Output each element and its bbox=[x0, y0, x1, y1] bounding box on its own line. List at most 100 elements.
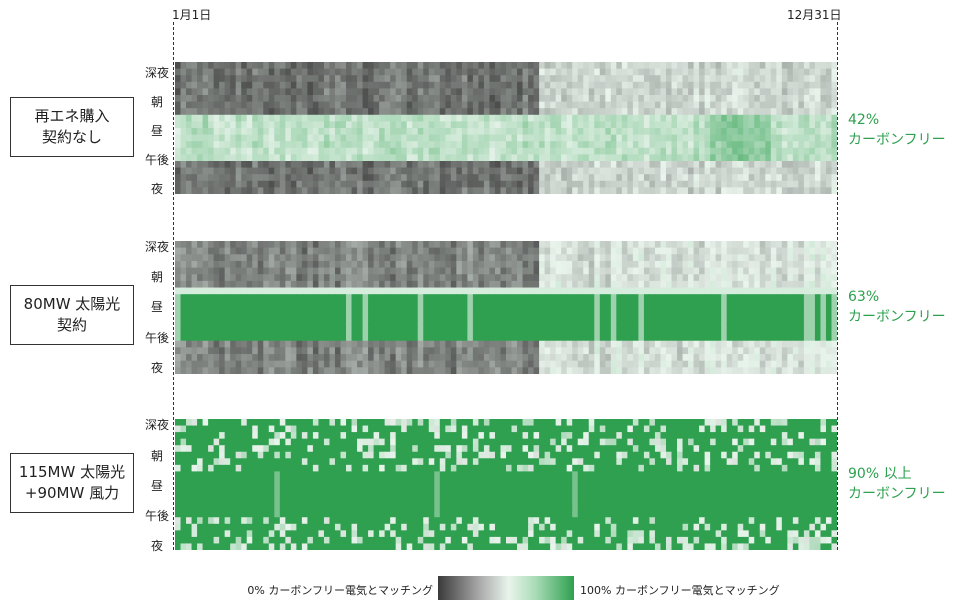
heatmap-cell bbox=[434, 141, 441, 149]
heatmap-cell bbox=[450, 260, 457, 269]
heatmap-cell bbox=[765, 147, 772, 155]
heatmap-cell bbox=[704, 267, 711, 275]
heatmap-cell bbox=[638, 300, 645, 309]
heatmap-cell bbox=[290, 314, 297, 322]
heatmap-cell bbox=[621, 314, 628, 322]
heatmap-cell bbox=[235, 287, 242, 295]
heatmap-cell bbox=[693, 314, 700, 322]
heatmap-cell bbox=[263, 128, 270, 136]
heatmap-cell bbox=[699, 161, 706, 169]
heatmap-cell bbox=[781, 419, 788, 427]
heatmap-cell bbox=[191, 254, 198, 262]
heatmap-cell bbox=[770, 287, 777, 295]
heatmap-cell bbox=[594, 347, 601, 355]
heatmap-cell bbox=[748, 187, 755, 194]
heatmap-cell bbox=[710, 180, 717, 188]
heatmap-cell bbox=[572, 68, 579, 76]
heatmap-cell bbox=[197, 307, 204, 315]
heatmap-cell bbox=[533, 307, 540, 315]
heatmap-cell bbox=[340, 167, 347, 175]
heatmap-cell bbox=[544, 340, 551, 348]
heatmap-cell bbox=[412, 307, 419, 315]
heatmap-cell bbox=[677, 121, 684, 129]
heatmap-cell bbox=[566, 114, 573, 122]
heatmap-cell bbox=[517, 354, 524, 362]
heatmap-cell bbox=[351, 425, 358, 433]
heatmap-cell bbox=[439, 88, 446, 96]
heatmap-cell bbox=[787, 327, 794, 335]
heatmap-cell bbox=[798, 121, 805, 129]
heatmap-cell bbox=[616, 128, 623, 136]
heatmap-cell bbox=[654, 260, 662, 269]
heatmap-cell bbox=[323, 180, 331, 188]
heatmap-cell bbox=[682, 274, 689, 282]
heatmap-cell bbox=[506, 147, 513, 155]
heatmap-cell bbox=[334, 75, 342, 83]
heatmap-cell bbox=[632, 247, 639, 255]
heatmap-cell bbox=[423, 307, 430, 315]
heatmap-cell bbox=[610, 81, 617, 89]
heatmap-cell bbox=[522, 367, 529, 374]
heatmap-cell bbox=[787, 147, 794, 155]
heatmap-cell bbox=[180, 320, 187, 329]
heatmap-cell bbox=[710, 81, 717, 89]
heatmap-cell bbox=[632, 62, 639, 70]
scenario-line: 115MW 太陽光 bbox=[18, 463, 126, 481]
heatmap-cell bbox=[643, 307, 651, 315]
heatmap-cell bbox=[285, 300, 292, 309]
heatmap-cell bbox=[732, 68, 739, 76]
heatmap-cell bbox=[290, 347, 297, 355]
heatmap-cell bbox=[307, 187, 314, 194]
heatmap-cell bbox=[197, 101, 204, 109]
heatmap-cell bbox=[638, 340, 645, 348]
heatmap-cell bbox=[792, 121, 799, 129]
heatmap-cell bbox=[439, 294, 446, 302]
heatmap-cell bbox=[610, 274, 617, 282]
heatmap-cell bbox=[461, 187, 468, 194]
heatmap-cell bbox=[577, 81, 584, 89]
heatmap-cell bbox=[351, 280, 358, 289]
heatmap-cell bbox=[517, 180, 524, 188]
heatmap-cell bbox=[268, 141, 275, 149]
heatmap-cell bbox=[263, 267, 270, 275]
heatmap-cell bbox=[682, 161, 689, 169]
heatmap-cell bbox=[721, 154, 728, 162]
heatmap-cell bbox=[406, 95, 413, 103]
heatmap-cell bbox=[688, 75, 695, 83]
heatmap-cell bbox=[301, 174, 308, 182]
heatmap-cell bbox=[792, 419, 799, 427]
heatmap-cell bbox=[787, 347, 794, 355]
heatmap-cell bbox=[732, 300, 739, 309]
heatmap-cell bbox=[814, 367, 822, 374]
heatmap-cell bbox=[357, 367, 364, 374]
heatmap-cell bbox=[820, 68, 827, 76]
heatmap-cell bbox=[677, 95, 684, 103]
heatmap-cell bbox=[528, 68, 535, 76]
heatmap-cell bbox=[506, 267, 513, 275]
heatmap-cell bbox=[522, 108, 529, 116]
heatmap-cell bbox=[682, 114, 689, 122]
heatmap-cell bbox=[268, 62, 275, 70]
heatmap-cell bbox=[379, 280, 386, 289]
heatmap-cell bbox=[506, 254, 513, 262]
heatmap-cell bbox=[638, 180, 645, 188]
heatmap-cell bbox=[285, 347, 292, 355]
heatmap-cell bbox=[704, 101, 711, 109]
heatmap-cell bbox=[638, 280, 645, 289]
heatmap-cell bbox=[445, 347, 452, 355]
heatmap-cell bbox=[461, 354, 468, 362]
heatmap-cell bbox=[539, 274, 546, 282]
heatmap-cell bbox=[450, 267, 457, 275]
heatmap-cell bbox=[693, 287, 700, 295]
heatmap-cell bbox=[268, 108, 275, 116]
heatmap-cell bbox=[616, 354, 623, 362]
heatmap-cell bbox=[274, 340, 281, 348]
heatmap-cell bbox=[599, 314, 606, 322]
heatmap-cell bbox=[401, 62, 408, 70]
heatmap-cell bbox=[252, 260, 259, 269]
heatmap-cell bbox=[241, 334, 248, 342]
heatmap-cell bbox=[544, 334, 551, 342]
heatmap-cell bbox=[522, 134, 529, 142]
heatmap-cell bbox=[296, 280, 303, 289]
heatmap-cell bbox=[522, 307, 529, 315]
